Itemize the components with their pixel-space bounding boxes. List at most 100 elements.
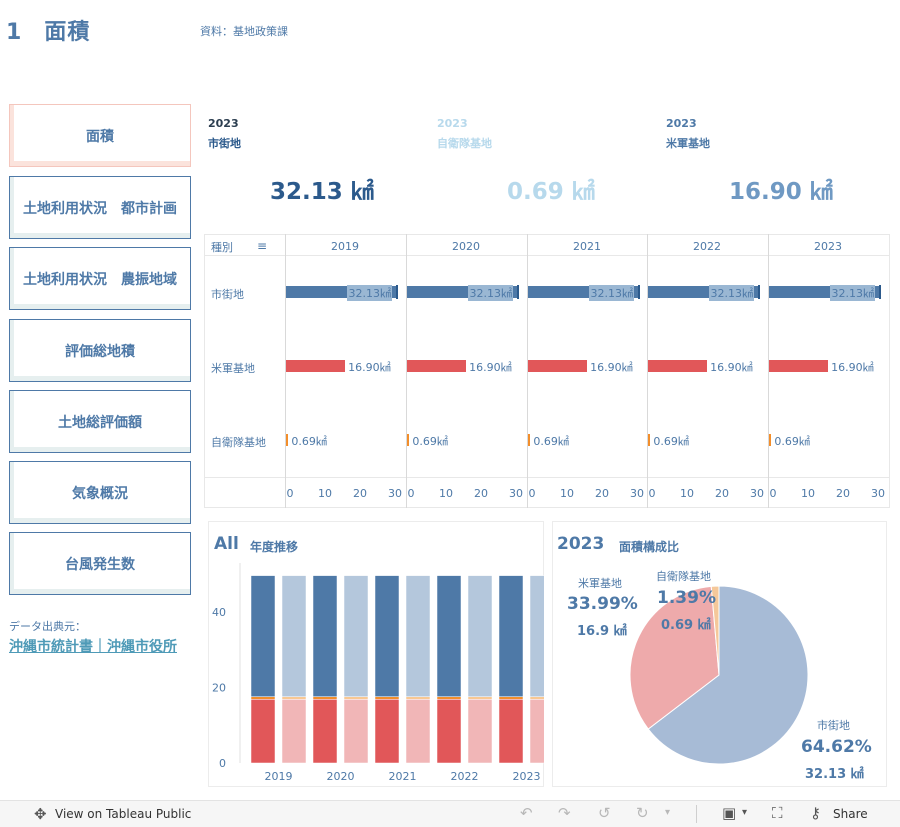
redo-icon[interactable]: ↷	[558, 804, 571, 822]
kpi-sdf-name: 自衛隊基地	[437, 137, 492, 150]
stack-segment[interactable]	[436, 696, 462, 700]
undo-icon[interactable]: ↶	[520, 804, 533, 822]
pie-slice-2[interactable]	[710, 585, 720, 676]
column-divider	[527, 234, 528, 508]
stack-segment[interactable]	[312, 699, 338, 764]
bar-2-2022[interactable]	[648, 434, 651, 446]
view-on-tableau-link[interactable]: View on Tableau Public	[55, 807, 192, 821]
revert-icon[interactable]: ↺	[598, 804, 611, 822]
stack-segment[interactable]	[250, 575, 276, 697]
stack-segment[interactable]	[529, 575, 544, 697]
bar-1-2022[interactable]	[648, 360, 708, 372]
pie-label-urban-name: 市街地	[817, 719, 850, 732]
bar-1-2023[interactable]	[769, 360, 829, 372]
bar-end-marker	[517, 285, 520, 299]
column-header-2019: 2019	[331, 240, 359, 253]
column-header-2022: 2022	[693, 240, 721, 253]
stack-segment[interactable]	[374, 699, 400, 764]
stack-segment[interactable]	[405, 696, 431, 700]
kpi-urban-name: 市街地	[208, 137, 241, 150]
stack-segment[interactable]	[312, 575, 338, 697]
nav-button-assessed-land-area[interactable]: 評価総地積	[9, 319, 191, 382]
stack-segment[interactable]	[312, 696, 338, 700]
pie-label-sdf-name: 自衛隊基地	[656, 570, 711, 583]
stack-segment[interactable]	[436, 699, 462, 764]
axis-tick: 30	[388, 487, 402, 500]
sort-icon[interactable]: ≡	[257, 239, 268, 253]
stack-segment[interactable]	[405, 699, 431, 764]
bar-end-marker	[638, 285, 641, 299]
stack-segment[interactable]	[281, 696, 307, 700]
credit-label: データ出典元：	[9, 620, 86, 633]
stack-segment[interactable]	[374, 696, 400, 700]
nav-button-typhoon[interactable]: 台風発生数	[9, 532, 191, 595]
fullscreen-icon[interactable]: ⛶	[772, 804, 783, 822]
pie-year: 2023	[557, 534, 605, 554]
trend-chart: 0 20 40 2019 2020 2021 2022 2023	[212, 563, 544, 783]
stack-segment[interactable]	[343, 699, 369, 764]
nav-button-weather[interactable]: 気象概況	[9, 461, 191, 524]
stack-segment[interactable]	[281, 575, 307, 697]
stack-segment[interactable]	[250, 699, 276, 764]
share-button[interactable]: Share	[833, 807, 868, 821]
trend-scope: All	[214, 534, 239, 554]
x-tick-label: 2022	[451, 770, 479, 783]
stack-segment[interactable]	[529, 699, 544, 764]
column-divider	[768, 234, 769, 508]
stack-segment[interactable]	[467, 696, 493, 700]
stack-segment[interactable]	[498, 575, 524, 697]
axis-tick: 10	[680, 487, 694, 500]
bar-end-marker	[396, 285, 399, 299]
stack-segment[interactable]	[498, 699, 524, 764]
bar-label: 0.69㎢	[533, 435, 569, 448]
nav-button-landuse-agri-zone[interactable]: 土地利用状況 農振地域	[9, 247, 191, 310]
nav-button-area[interactable]: 面積	[9, 104, 191, 167]
device-dropdown-icon[interactable]: ▾	[742, 807, 748, 818]
nav-button-land-assessed-value[interactable]: 土地総評価額	[9, 390, 191, 453]
stack-segment[interactable]	[250, 696, 276, 700]
kpi-usbase-value: 16.90 ㎢	[729, 179, 833, 205]
refresh-icon[interactable]: ↻	[636, 804, 649, 822]
pie-slice-1[interactable]	[629, 585, 720, 730]
credit-link[interactable]: 沖縄市統計書｜沖縄市役所	[9, 639, 177, 655]
stack-segment[interactable]	[467, 575, 493, 697]
bar-2-2020[interactable]	[407, 434, 410, 446]
nav-button-landuse-urban-planning[interactable]: 土地利用状況 都市計画	[9, 176, 191, 239]
stack-segment[interactable]	[467, 699, 493, 764]
stack-segment[interactable]	[343, 696, 369, 700]
bar-1-2021[interactable]	[528, 360, 588, 372]
pie-slice-0[interactable]	[647, 585, 809, 765]
kpi-urban-value: 32.13 ㎢	[270, 179, 374, 205]
axis-tick: 30	[509, 487, 523, 500]
kpi-urban-year: 2023	[208, 117, 239, 130]
bar-label: 16.90㎢	[590, 361, 633, 374]
bar-1-2020[interactable]	[407, 360, 467, 372]
tableau-footer: ✥ View on Tableau Public ↶ ↷ ↺ ↻ ▾ ▣ ▾ ⛶…	[0, 800, 900, 827]
y-tick-label: 40	[212, 606, 226, 619]
stack-segment[interactable]	[405, 575, 431, 697]
bar-2-2021[interactable]	[528, 434, 531, 446]
axis-tick: 10	[560, 487, 574, 500]
stack-segment[interactable]	[498, 696, 524, 700]
bar-2-2023[interactable]	[769, 434, 772, 446]
bar-label: 32.13㎢	[589, 285, 634, 301]
kpi-sdf-year: 2023	[437, 117, 468, 130]
device-preview-icon[interactable]: ▣	[722, 804, 737, 822]
bar-1-2019[interactable]	[286, 360, 346, 372]
pie-label-urban-value: 32.13 ㎢	[805, 767, 864, 782]
stack-segment[interactable]	[374, 575, 400, 697]
table-axis-divider	[204, 477, 890, 478]
bar-label: 32.13㎢	[709, 285, 754, 301]
stack-segment[interactable]	[529, 696, 544, 700]
share-icon[interactable]: ⚷	[810, 804, 821, 822]
stack-segment[interactable]	[343, 575, 369, 697]
type-header: 種別	[211, 241, 233, 254]
refresh-dropdown-icon[interactable]: ▾	[665, 807, 671, 818]
bar-2-2019[interactable]	[286, 434, 289, 446]
bar-label: 16.90㎢	[469, 361, 512, 374]
row-label-sdf: 自衛隊基地	[211, 436, 266, 449]
table-header-divider	[204, 255, 890, 256]
bar-label: 32.13㎢	[468, 285, 513, 301]
stack-segment[interactable]	[436, 575, 462, 697]
stack-segment[interactable]	[281, 699, 307, 764]
